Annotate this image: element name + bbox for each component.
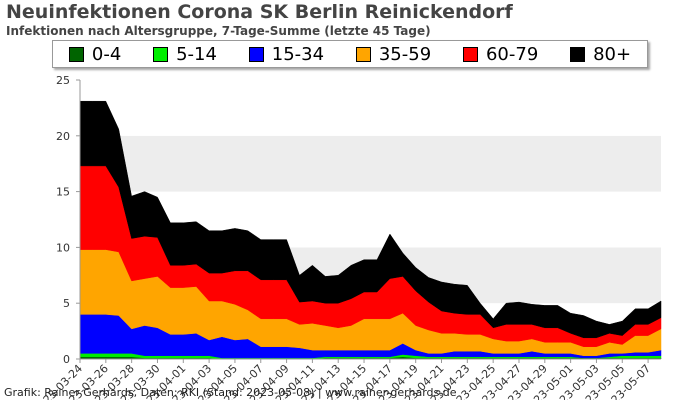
- footer-credit: Grafik: Rainer Gerhards, Daten: RKI (Sta…: [4, 386, 457, 399]
- legend-item-80-plus: 80+: [570, 44, 631, 65]
- legend-label-15-34: 15-34: [271, 43, 325, 65]
- y-tick-label: 5: [63, 297, 70, 310]
- y-tick-label: 25: [56, 74, 70, 87]
- legend-item-0-4: 0-4: [68, 43, 122, 65]
- y-tick-label: 15: [56, 186, 70, 199]
- area-series-5: [79, 100, 662, 339]
- plot-band: [80, 135, 661, 192]
- legend-label-35-59: 35-59: [378, 43, 432, 65]
- legend-swatch-35-59: [355, 46, 371, 62]
- legend-label-5-14: 5-14: [176, 43, 217, 65]
- y-tick-label: 20: [56, 130, 70, 143]
- legend-item-60-79: 60-79: [462, 43, 539, 65]
- chart-title: Neuinfektionen Corona SK Berlin Reinicke…: [6, 1, 513, 23]
- legend-swatch-60-79: [462, 46, 478, 62]
- legend-swatch-0-4: [68, 46, 84, 62]
- chart-subtitle: Infektionen nach Altersgruppe, 7-Tage-Su…: [6, 24, 431, 38]
- legend: 0-4 5-14 15-34 35-59 60-79 80+: [52, 40, 648, 68]
- legend-item-35-59: 35-59: [355, 43, 432, 65]
- legend-item-15-34: 15-34: [248, 43, 325, 65]
- legend-label-80-plus: 80+: [593, 43, 632, 65]
- y-tick-label: 10: [56, 241, 70, 254]
- y-tick-label: 0: [63, 353, 70, 366]
- legend-label-0-4: 0-4: [91, 43, 122, 65]
- legend-swatch-15-34: [248, 46, 264, 62]
- plot-band: [80, 80, 661, 136]
- legend-label-60-79: 60-79: [485, 43, 539, 65]
- legend-swatch-80-plus: [570, 46, 586, 62]
- legend-item-5-14: 5-14: [153, 44, 217, 65]
- legend-swatch-5-14: [153, 46, 169, 62]
